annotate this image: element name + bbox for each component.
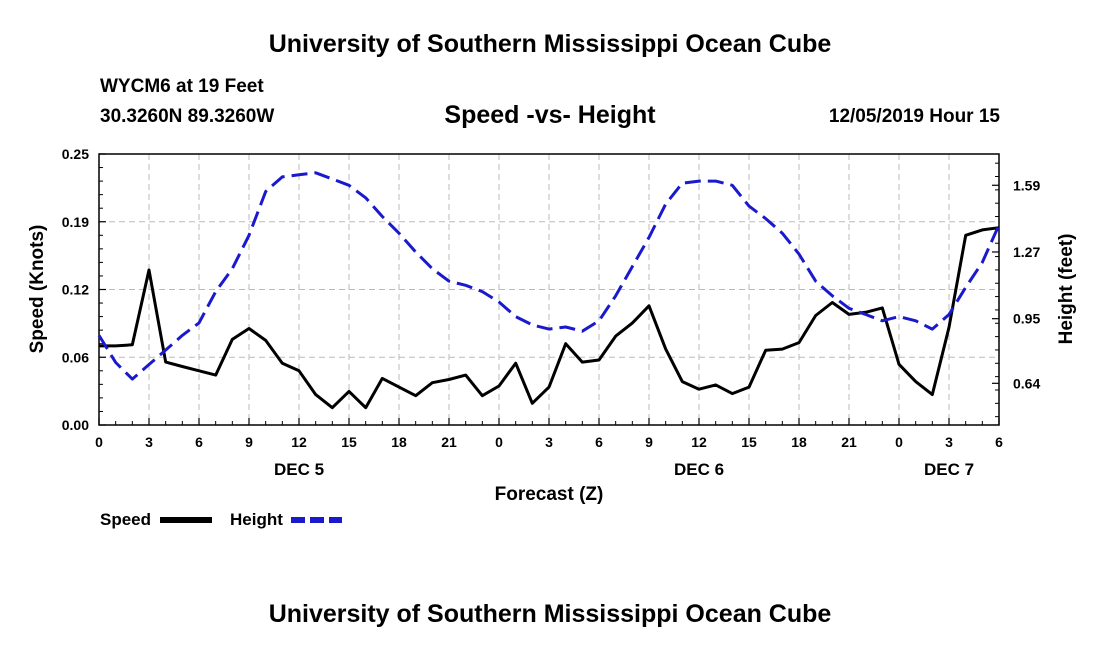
axis-ticks: 0 3 6 9 12 15 18 21 0 3 6 9 12 15 18 21 0 3 6 DEC 5 DEC 6 DEC… [62,146,1041,479]
station-label: WYCM6 at 19 Feet [100,76,264,97]
y-left-tick-label: 0.00 [62,417,89,433]
x-tick-label: 15 [741,434,757,450]
x-axis-label: Forecast (Z) [495,484,604,505]
x-tick-label: 6 [195,434,203,450]
x-tick-label: 3 [545,434,553,450]
x-tick-label: 3 [945,434,953,450]
date-label: DEC 6 [674,460,724,479]
x-tick-label: 12 [691,434,707,450]
chart-legend: Speed Height [100,510,342,529]
height-series-line [97,171,1001,381]
chart-main-title: University of Southern Mississippi Ocean… [268,30,832,58]
legend-height-label: Height [230,510,283,529]
y-axis-label-right: Height (feet) [1056,234,1077,345]
speed-series-line [99,226,1000,410]
x-tick-label: 0 [95,434,103,450]
x-tick-label: 9 [245,434,253,450]
station-coordinates: 30.3260N 89.3260W [100,106,275,127]
x-tick-label: 0 [495,434,503,450]
x-tick-label: 21 [441,434,457,450]
x-tick-label: 3 [145,434,153,450]
chart-footer-title: University of Southern Mississippi Ocean… [268,600,832,628]
legend-speed-label: Speed [100,510,151,529]
x-tick-label: 18 [391,434,407,450]
chart-subtitle: Speed -vs- Height [444,101,656,129]
x-tick-label: 6 [995,434,1003,450]
x-tick-label: 18 [791,434,807,450]
y-right-tick-label: 0.64 [1013,375,1040,391]
y-right-tick-label: 1.27 [1013,244,1040,260]
y-left-tick-label: 0.06 [62,349,89,365]
y-left-tick-label: 0.12 [62,282,89,298]
y-left-tick-label: 0.25 [62,146,89,162]
date-label: DEC 7 [924,460,974,479]
y-left-tick-label: 0.19 [62,214,89,230]
x-tick-label: 15 [341,434,357,450]
x-tick-label: 21 [841,434,857,450]
date-label: DEC 5 [274,460,324,479]
x-tick-label: 0 [895,434,903,450]
y-right-tick-label: 1.59 [1013,177,1040,193]
chart-grid [99,154,999,425]
y-axis-label-left: Speed (Knots) [27,225,48,354]
y-right-tick-label: 0.95 [1013,311,1040,327]
x-tick-label: 12 [291,434,307,450]
forecast-datetime: 12/05/2019 Hour 15 [828,106,1000,127]
x-tick-label: 9 [645,434,653,450]
series-lines [97,171,1001,410]
x-tick-label: 6 [595,434,603,450]
